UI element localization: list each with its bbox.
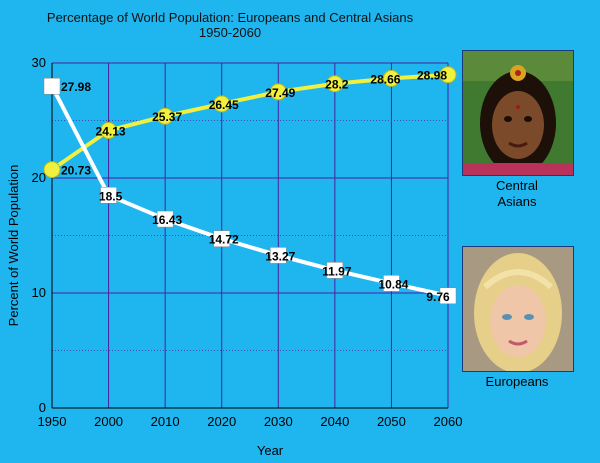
- y-tick-label: 10: [32, 285, 46, 300]
- data-point-europeans: [43, 77, 61, 95]
- legend-central-asians-line2: Asians: [497, 194, 537, 209]
- data-point-central-asians: [156, 107, 174, 125]
- series-line: [50, 85, 449, 298]
- x-tick-label: 1950: [38, 414, 67, 429]
- legend-central-asians: Central Asians: [470, 178, 564, 210]
- data-point-central-asians: [269, 83, 287, 101]
- chart-subtitle-line: 1950-2060: [198, 25, 262, 40]
- data-point-europeans: [100, 187, 117, 204]
- data-label: 25.37: [152, 110, 182, 124]
- data-point-europeans: [326, 262, 344, 279]
- data-point-europeans: [156, 210, 174, 228]
- y-axis-title: Percent of World Population: [6, 165, 21, 327]
- series-line: [50, 72, 449, 172]
- chart-title-line: Percentage of World Population: European…: [46, 10, 414, 25]
- european-portrait-icon: [463, 247, 573, 371]
- data-label: 20.73: [61, 164, 91, 178]
- data-label: 14.72: [209, 233, 239, 247]
- data-point-europeans: [439, 287, 457, 305]
- data-label: 16.43: [152, 213, 182, 227]
- data-label: 13.27: [265, 249, 295, 263]
- central-asian-portrait-icon: [463, 51, 573, 175]
- data-point-central-asians: [326, 75, 344, 93]
- x-tick-label: 2000: [94, 414, 123, 429]
- data-point-central-asians: [439, 66, 457, 84]
- legend-europeans: Europeans: [462, 374, 572, 390]
- legend-europeans-text: Europeans: [485, 374, 549, 389]
- y-tick-label: 20: [32, 170, 46, 185]
- x-tick-label: 2010: [151, 414, 180, 429]
- chart-title: Percentage of World Population: European…: [0, 10, 460, 40]
- data-point-central-asians: [382, 69, 400, 87]
- data-label: 11.97: [322, 264, 352, 278]
- x-tick-label: 2060: [434, 414, 463, 429]
- central-asian-photo: [462, 50, 574, 176]
- european-photo: [462, 246, 574, 372]
- x-tick-label: 2050: [377, 414, 406, 429]
- data-label: 24.13: [96, 125, 126, 139]
- data-label: 27.98: [61, 80, 91, 94]
- data-label: 9.76: [426, 290, 450, 304]
- data-label: 10.84: [378, 277, 408, 291]
- data-label: 26.45: [209, 98, 239, 112]
- data-point-central-asians: [213, 95, 231, 113]
- data-point-europeans: [383, 275, 400, 292]
- x-tick-label: 2040: [320, 414, 349, 429]
- data-label: 28.66: [370, 72, 400, 86]
- data-point-central-asians: [43, 161, 61, 179]
- data-label: 28.2: [325, 78, 349, 92]
- y-tick-label: 0: [39, 400, 46, 415]
- x-tick-label: 2030: [264, 414, 293, 429]
- data-label: 27.49: [265, 86, 295, 100]
- data-point-europeans: [213, 230, 230, 247]
- data-label: 18.5: [99, 189, 123, 203]
- legend-central-asians-line1: Central: [496, 178, 538, 193]
- data-point-europeans: [270, 247, 287, 264]
- data-point-central-asians: [100, 122, 118, 140]
- x-tick-label: 2020: [207, 414, 236, 429]
- y-tick-label: 30: [32, 55, 46, 70]
- x-axis-title: Year: [257, 443, 284, 458]
- data-label: 28.98: [417, 69, 447, 83]
